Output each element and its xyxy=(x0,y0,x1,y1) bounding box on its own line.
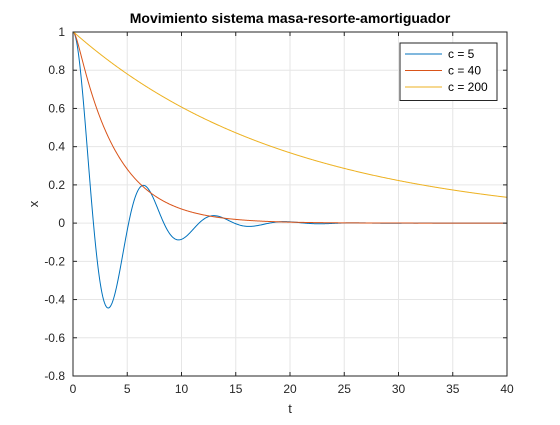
y-tick-label: 0.2 xyxy=(48,178,65,192)
chart-title: Movimiento sistema masa-resorte-amortigu… xyxy=(130,10,451,26)
y-tick-label: 0.4 xyxy=(48,140,65,154)
plot-lines xyxy=(72,31,508,309)
legend-label: c = 200 xyxy=(448,80,488,94)
x-axis-label: t xyxy=(288,401,292,416)
y-tick-label: -0.4 xyxy=(44,293,65,307)
x-tick-label: 40 xyxy=(500,382,514,396)
x-tick-label: 30 xyxy=(392,382,406,396)
series-line-c-200 xyxy=(72,31,508,198)
y-tick-label: -0.8 xyxy=(44,369,65,383)
y-tick-label: 0.8 xyxy=(48,63,65,77)
legend-box xyxy=(399,42,498,101)
x-tick-label: 10 xyxy=(175,382,189,396)
ticks: 0 5 10 15 20 25 30 35 40 -0.8 -0.6 -0.4 -0.2 0 0.2 0.4 0… xyxy=(44,25,514,396)
grid xyxy=(73,32,507,376)
y-tick-label: 1 xyxy=(58,25,65,39)
x-tick-label: 0 xyxy=(70,382,77,396)
y-axis-label: x xyxy=(26,200,41,207)
x-tick-label: 25 xyxy=(338,382,352,396)
legend-label: c = 5 xyxy=(448,47,475,61)
y-tick-label: 0 xyxy=(58,216,65,230)
y-tick-label: -0.2 xyxy=(44,254,65,268)
y-tick-label: -0.6 xyxy=(44,331,65,345)
x-tick-label: 15 xyxy=(229,382,243,396)
x-tick-label: 20 xyxy=(283,382,297,396)
legend-label: c = 40 xyxy=(448,64,481,78)
x-tick-label: 5 xyxy=(124,382,131,396)
y-tick-label: 0.6 xyxy=(48,101,65,115)
x-tick-label: 35 xyxy=(446,382,460,396)
legend: c = 5 c = 40 c = 200 xyxy=(399,42,498,101)
series-line-c-40 xyxy=(72,31,507,224)
